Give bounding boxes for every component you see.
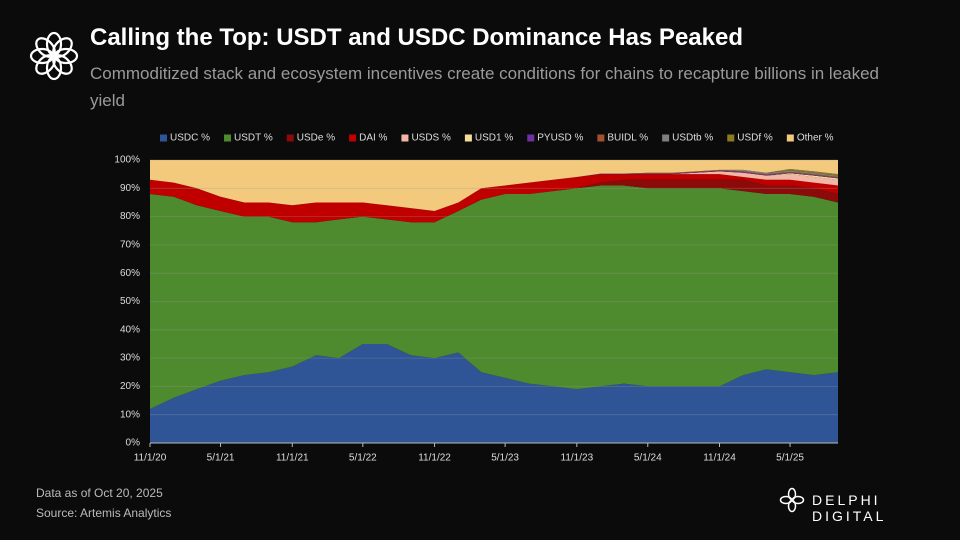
- area: [150, 174, 838, 223]
- legend-label: BUIDL %: [607, 133, 648, 144]
- area: [150, 160, 838, 211]
- y-tick-label: 50%: [120, 296, 140, 307]
- y-tick-label: 90%: [120, 183, 140, 194]
- area: [150, 169, 838, 211]
- legend-label: Other %: [797, 133, 834, 144]
- data-note: Data as of Oct 20, 2025: [36, 486, 163, 500]
- legend-swatch: [224, 134, 232, 142]
- y-tick-label: 40%: [120, 324, 140, 335]
- legend-swatch: [597, 134, 605, 142]
- legend-label: USDS %: [411, 133, 451, 144]
- area: [150, 343, 838, 443]
- y-tick-label: 30%: [120, 353, 140, 364]
- legend-swatch: [727, 134, 735, 142]
- legend-swatch: [464, 134, 472, 142]
- legend-label: USDT %: [234, 133, 273, 144]
- x-tick-label: 11/1/22: [418, 453, 451, 464]
- subtitle: Commoditized stack and ecosystem incenti…: [90, 64, 880, 110]
- area: [150, 170, 838, 211]
- x-tick-label: 5/1/25: [776, 453, 804, 464]
- y-tick-label: 10%: [120, 409, 140, 420]
- x-tick-label: 11/1/23: [561, 453, 594, 464]
- y-tick-label: 0%: [126, 438, 141, 449]
- area: [150, 185, 838, 410]
- y-tick-label: 100%: [114, 155, 140, 166]
- legend-label: PYUSD %: [537, 133, 583, 144]
- y-tick-label: 20%: [120, 381, 140, 392]
- x-tick-label: 11/1/21: [276, 453, 309, 464]
- y-tick-label: 60%: [120, 268, 140, 279]
- x-tick-label: 5/1/21: [207, 453, 235, 464]
- y-tick-label: 70%: [120, 240, 140, 251]
- brand-logo: [779, 487, 805, 513]
- x-tick-label: 5/1/24: [634, 453, 662, 464]
- x-tick-label: 5/1/22: [349, 453, 377, 464]
- legend-swatch: [401, 134, 409, 142]
- x-tick-label: 11/1/20: [134, 453, 167, 464]
- brand: DELPHI DIGITAL: [812, 492, 887, 524]
- source: Source: Artemis Analytics: [36, 506, 172, 520]
- title: Calling the Top: USDT and USDC Dominance…: [90, 24, 743, 51]
- x-tick-label: 5/1/23: [491, 453, 519, 464]
- legend-swatch: [662, 134, 670, 142]
- y-tick-label: 80%: [120, 211, 140, 222]
- legend-swatch: [786, 134, 794, 142]
- legend-label: USDtb %: [672, 133, 713, 144]
- legend-label: USDf %: [737, 133, 773, 144]
- legend-label: DAI %: [359, 133, 387, 144]
- legend-label: USDe %: [297, 133, 335, 144]
- legend-swatch: [527, 134, 535, 142]
- legend-swatch: [160, 134, 167, 142]
- legend-swatch: [286, 134, 294, 142]
- legend-label: USD1 %: [475, 133, 513, 144]
- legend-label: USDC %: [170, 133, 210, 144]
- logo: [29, 31, 79, 81]
- legend-swatch: [349, 134, 357, 142]
- x-tick-label: 11/1/24: [703, 453, 736, 464]
